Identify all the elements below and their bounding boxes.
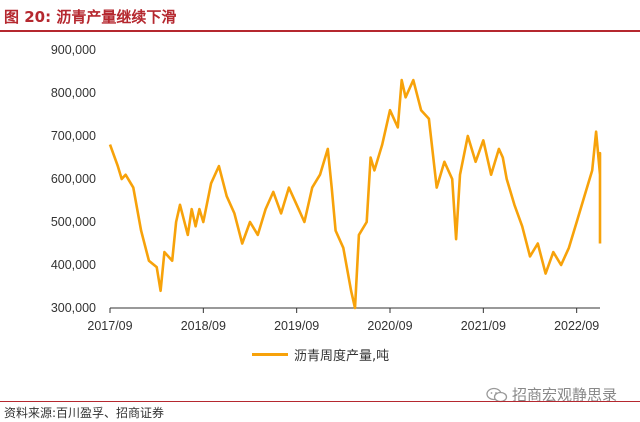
x-tick-label: 2021/09 [461, 319, 506, 333]
source-note: 资料来源:百川盈孚、招商证券 [4, 406, 165, 420]
x-axis: 2017/09 2018/09 2019/09 2020/09 2021/09 2022/… [87, 308, 599, 333]
y-tick-label: 900,000 [51, 43, 96, 57]
chart-title: 图 20: 沥青产量继续下滑 [4, 8, 177, 26]
y-tick-label: 400,000 [51, 258, 96, 272]
legend: 沥青周度产量,吨 [252, 345, 389, 364]
footer-divider [0, 401, 640, 402]
y-axis: 900,000 800,000 700,000 600,000 500,000 400,0… [51, 43, 96, 315]
legend-label: 沥青周度产量,吨 [294, 349, 390, 364]
line-chart: 900,000 800,000 700,000 600,000 500,000 400,0… [51, 43, 602, 333]
y-tick-label: 700,000 [51, 129, 96, 143]
watermark-text: 招商宏观静思录 [512, 386, 618, 404]
y-tick-label: 600,000 [51, 172, 96, 186]
title-divider [0, 30, 640, 32]
y-tick-label: 800,000 [51, 86, 96, 100]
x-tick-label: 2022/09 [554, 319, 599, 333]
y-tick-label: 300,000 [51, 301, 96, 315]
legend-swatch [252, 353, 288, 356]
watermark: 招商宏观静思录 [486, 384, 617, 405]
x-tick-label: 2020/09 [367, 319, 412, 333]
y-tick-label: 500,000 [51, 215, 96, 229]
series-line-asphalt [108, 78, 602, 310]
x-tick-label: 2018/09 [181, 319, 226, 333]
x-tick-label: 2017/09 [87, 319, 132, 333]
x-tick-label: 2019/09 [274, 319, 319, 333]
